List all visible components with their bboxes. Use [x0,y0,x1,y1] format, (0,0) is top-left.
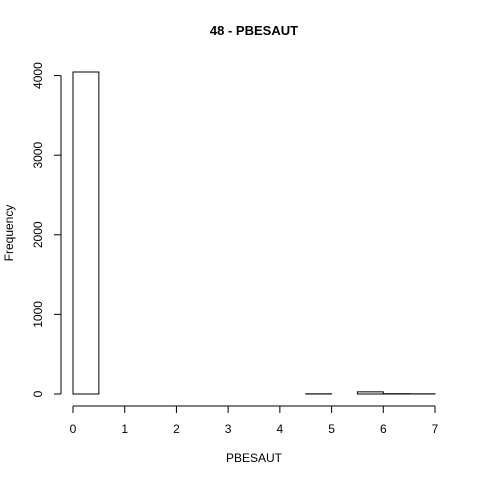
x-tick-label: 5 [328,422,335,436]
x-axis: 0 1 2 3 4 5 6 7 [70,405,439,436]
histogram-bars [72,71,436,395]
x-tick-label: 4 [277,422,284,436]
y-tick-label: 3000 [31,142,45,169]
histogram-bar [72,71,100,395]
y-axis: 0 1000 2000 3000 4000 [31,62,62,397]
y-tick-label: 4000 [31,62,45,89]
x-tick-label: 7 [432,422,439,436]
y-tick-label: 0 [31,390,45,397]
x-tick-label: 3 [225,422,232,436]
x-tick-label: 0 [70,422,77,436]
x-tick-label: 1 [121,422,128,436]
y-axis-label: Frequency [2,205,16,262]
y-tick-label: 2000 [31,221,45,248]
y-tick-label: 1000 [31,301,45,328]
x-tick-label: 2 [173,422,180,436]
chart-title: 48 - PBESAUT [210,23,298,38]
histogram-bar [356,391,384,395]
x-axis-label: PBESAUT [226,451,283,465]
x-tick-label: 6 [380,422,387,436]
